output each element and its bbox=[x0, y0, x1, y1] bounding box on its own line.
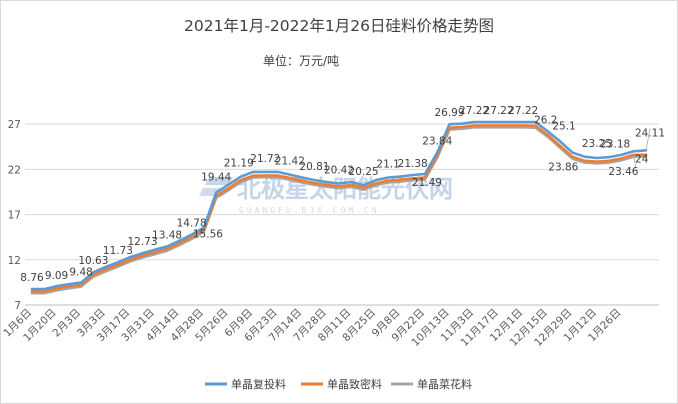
data-label: 21.49 bbox=[412, 177, 442, 189]
series-line bbox=[30, 124, 648, 293]
chart-title: 2021年1月-2022年1月26日硅料价格走势图 bbox=[184, 17, 494, 35]
series-line bbox=[30, 126, 648, 295]
data-label: 9.09 bbox=[45, 270, 68, 282]
watermark-subtext: GUANGFU.BJX.COM.CN bbox=[239, 206, 380, 215]
data-label: 21.19 bbox=[224, 158, 254, 170]
data-label: 24.11 bbox=[635, 127, 665, 139]
data-label: 23.18 bbox=[600, 139, 630, 151]
legend-label: 单晶菜花料 bbox=[417, 377, 472, 391]
data-labels: 8.76 9.09 9.4810.6311.7312.7313.4814.7815.… bbox=[20, 105, 665, 284]
series-lines bbox=[30, 120, 648, 295]
data-label: 27.22 bbox=[508, 105, 538, 117]
data-label: 26.99 bbox=[434, 107, 464, 119]
y-tick-label: 7 bbox=[14, 300, 21, 312]
y-tick-label: 12 bbox=[8, 255, 21, 267]
data-label: 8.76 bbox=[20, 272, 44, 284]
data-label: 14.78 bbox=[177, 218, 207, 230]
y-axis-ticks: 7 12 17 22 27 bbox=[8, 119, 21, 312]
watermark: 北极星太阳能光伏网 GUANGFU.BJX.COM.CN bbox=[199, 175, 453, 215]
data-label: 27.22 bbox=[459, 105, 489, 117]
x-axis-ticks: 1月6日1月20日2月3日3月3日3月17日3月31日4月14日4月28日5月2… bbox=[1, 307, 623, 349]
data-label: 20.42 bbox=[324, 165, 354, 177]
data-label: 11.73 bbox=[103, 245, 133, 257]
y-tick-label: 22 bbox=[8, 164, 21, 176]
data-label: 20.81 bbox=[299, 161, 329, 173]
data-label: 23.46 bbox=[608, 166, 638, 178]
data-label: 23.84 bbox=[422, 136, 452, 148]
data-label: 19.44 bbox=[201, 171, 231, 183]
data-label: 24 bbox=[635, 153, 649, 165]
leader-lines bbox=[633, 128, 651, 168]
data-label: 13.48 bbox=[152, 229, 182, 241]
y-tick-label: 27 bbox=[8, 119, 21, 131]
data-label: 10.63 bbox=[78, 255, 108, 267]
leader-line bbox=[645, 128, 651, 151]
data-label: 15.56 bbox=[193, 229, 223, 241]
data-label: 12.73 bbox=[127, 236, 157, 248]
data-label: 21.1 bbox=[376, 158, 399, 170]
data-label: 21.42 bbox=[275, 156, 305, 168]
legend-label: 单晶复投料 bbox=[231, 377, 286, 391]
data-label: 23.86 bbox=[548, 162, 578, 174]
y-tick-label: 17 bbox=[8, 210, 21, 222]
data-label: 9.48 bbox=[69, 267, 92, 279]
data-label: 27.22 bbox=[484, 105, 514, 117]
legend: 单晶复投料 单晶致密料 单晶菜花料 bbox=[205, 377, 472, 391]
unit-label: 单位：万元/吨 bbox=[263, 53, 339, 68]
series-line bbox=[30, 120, 648, 291]
data-label: 26.2 bbox=[534, 114, 557, 126]
data-label: 23.25 bbox=[582, 138, 612, 150]
legend-label: 单晶致密料 bbox=[327, 377, 382, 391]
data-label: 25.1 bbox=[552, 120, 575, 132]
data-label: 21.38 bbox=[398, 158, 428, 170]
data-label: 21.72 bbox=[250, 153, 280, 165]
data-label: 20.25 bbox=[349, 166, 379, 178]
leader-line bbox=[633, 156, 637, 168]
